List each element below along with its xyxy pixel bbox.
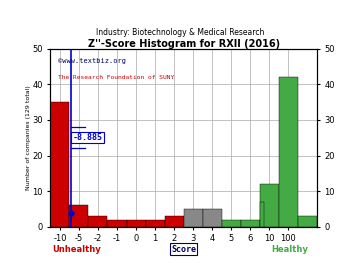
Bar [184, 209, 203, 227]
Bar [298, 216, 317, 227]
Text: Industry: Biotechnology & Medical Research: Industry: Biotechnology & Medical Resear… [96, 28, 264, 37]
Bar [165, 216, 184, 227]
Text: Unhealthy: Unhealthy [53, 245, 102, 254]
Text: -8.885: -8.885 [72, 133, 102, 142]
Bar [279, 77, 298, 227]
Title: Z''-Score Histogram for RXII (2016): Z''-Score Histogram for RXII (2016) [87, 39, 280, 49]
Bar [89, 216, 108, 227]
Bar [222, 220, 241, 227]
Bar [260, 202, 265, 227]
Bar [50, 102, 69, 227]
Bar [69, 205, 89, 227]
Text: Healthy: Healthy [272, 245, 309, 254]
Text: The Research Foundation of SUNY: The Research Foundation of SUNY [58, 75, 175, 80]
Text: Score: Score [171, 245, 196, 254]
Text: ©www.textbiz.org: ©www.textbiz.org [58, 58, 126, 63]
Bar [203, 209, 222, 227]
Bar [108, 220, 126, 227]
Y-axis label: Number of companies (129 total): Number of companies (129 total) [26, 85, 31, 190]
Bar [145, 220, 165, 227]
Bar [260, 184, 279, 227]
Bar [241, 220, 260, 227]
Bar [126, 220, 145, 227]
